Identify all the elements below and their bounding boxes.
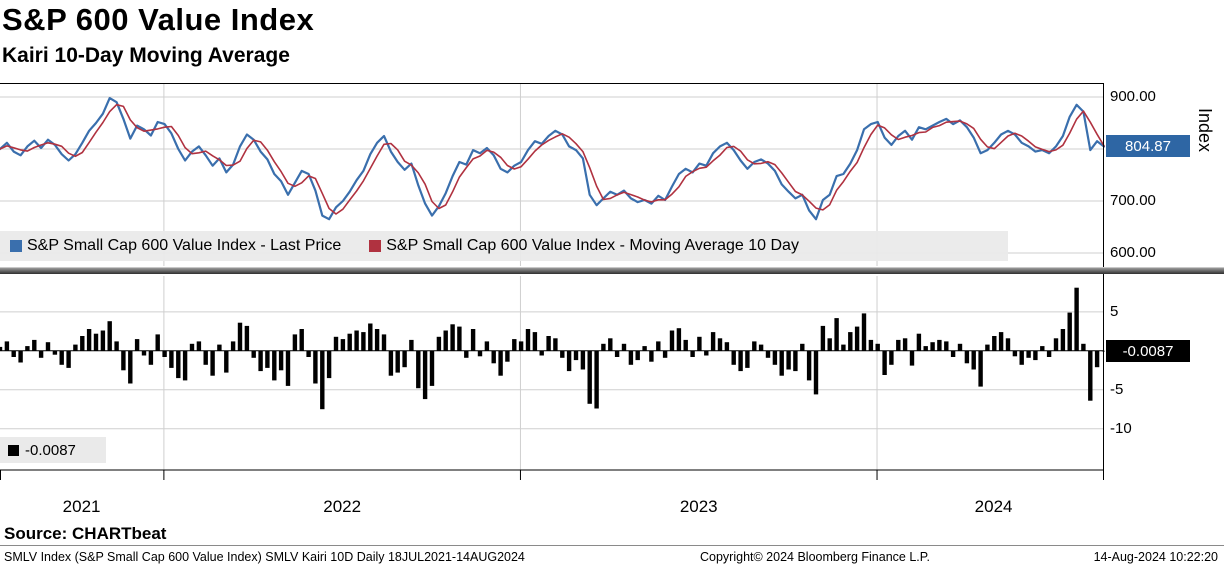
panel-separator	[0, 267, 1224, 274]
legend-label-last-price: S&P Small Cap 600 Value Index - Last Pri…	[27, 237, 342, 254]
ytick-600: 600.00	[1110, 244, 1156, 261]
source-credit: Source: CHARTbeat	[4, 524, 167, 543]
x-axis-ticks	[0, 470, 1104, 480]
y-axis-title: Index	[1195, 108, 1215, 153]
chart-canvas	[0, 83, 1105, 480]
page-subtitle: Kairi 10-Day Moving Average	[2, 44, 290, 67]
ytick-minus5: -5	[1110, 381, 1124, 398]
kairi-legend-value: -0.0087	[25, 441, 76, 459]
moving-average-swatch-icon	[369, 240, 382, 252]
page-title: S&P 600 Value Index	[2, 2, 315, 37]
x-axis-label-2024: 2024	[974, 497, 1013, 516]
ytick-700: 700.00	[1110, 192, 1156, 209]
last-price-swatch-icon	[10, 240, 22, 252]
x-axis-label-2021: 2021	[62, 497, 101, 516]
x-axis-label-2023: 2023	[679, 497, 718, 516]
footer-copyright: Copyright© 2024 Bloomberg Finance L.P.	[700, 550, 930, 564]
legend-label-moving-average: S&P Small Cap 600 Value Index - Moving A…	[386, 237, 799, 254]
moving-average-line	[0, 103, 1105, 215]
price-legend: S&P Small Cap 600 Value Index - Last Pri…	[0, 231, 1008, 261]
footer-strip: SMLV Index (S&P Small Cap 600 Value Inde…	[0, 545, 1224, 566]
footer-timestamp: 14-Aug-2024 10:22:20	[1093, 550, 1218, 564]
legend-item-last-price: S&P Small Cap 600 Value Index - Last Pri…	[10, 237, 341, 255]
last-price-badge: 804.87	[1106, 135, 1190, 158]
legend-item-moving-average: S&P Small Cap 600 Value Index - Moving A…	[369, 237, 799, 255]
footer-ticker-info: SMLV Index (S&P Small Cap 600 Value Inde…	[4, 550, 525, 564]
kairi-legend: -0.0087	[0, 437, 106, 463]
x-axis-label-2022: 2022	[323, 497, 362, 516]
kairi-bars	[0, 287, 1105, 410]
gridlines	[0, 83, 1104, 470]
kairi-swatch-icon	[8, 444, 19, 456]
kairi-value-badge: -0.0087	[1106, 340, 1190, 362]
chart-frame	[0, 83, 1104, 471]
ytick-plus5: 5	[1110, 303, 1119, 320]
price-line	[0, 97, 1105, 221]
ytick-900: 900.00	[1110, 88, 1156, 105]
ytick-minus10: -10	[1110, 420, 1132, 437]
